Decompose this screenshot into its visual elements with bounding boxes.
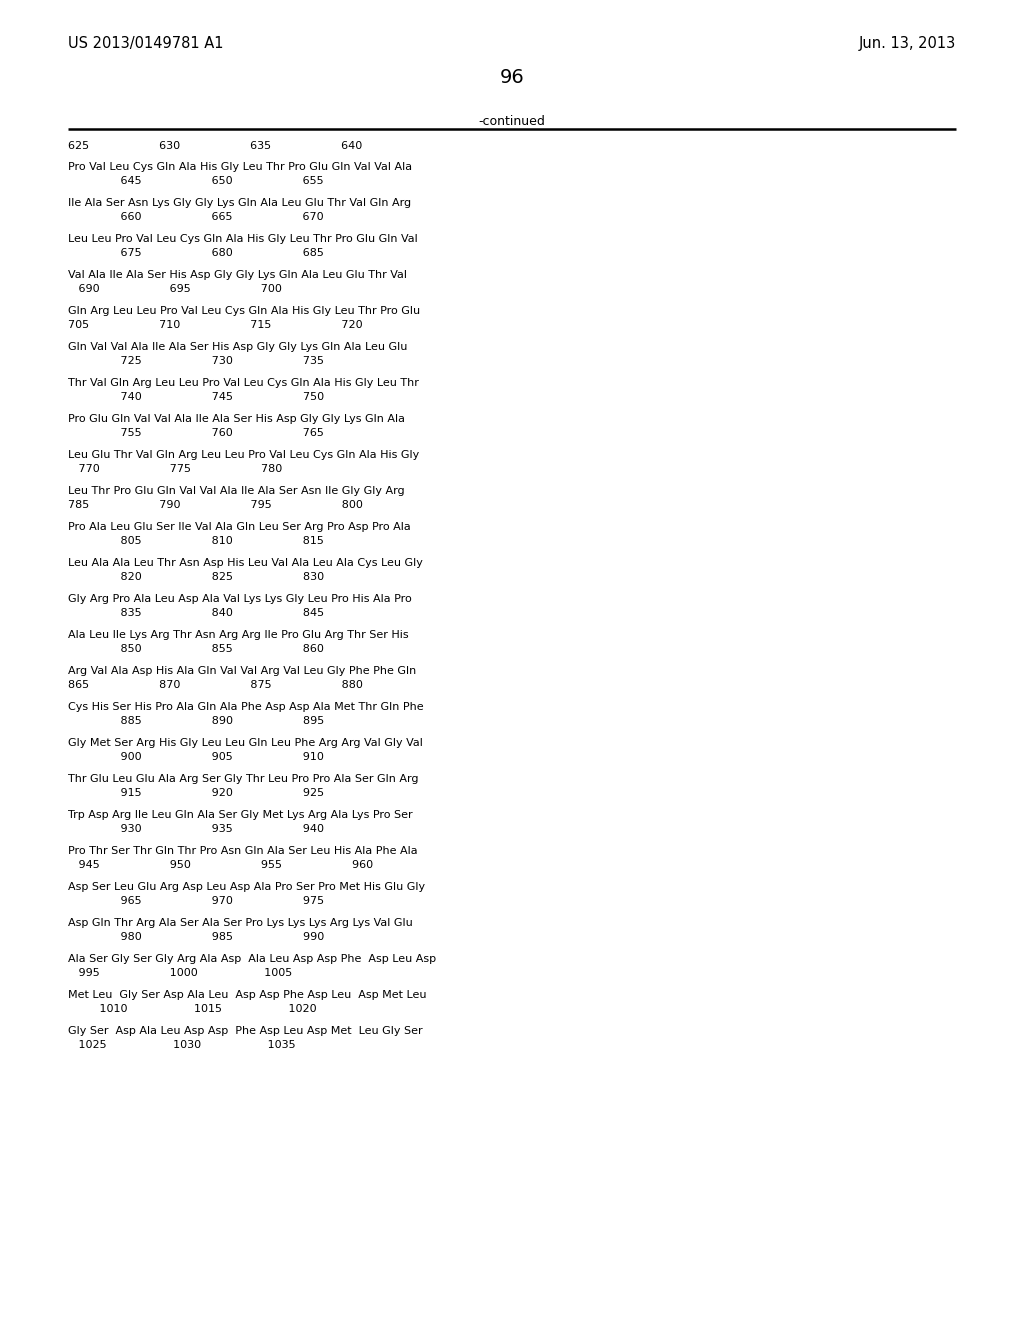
Text: Ala Leu Ile Lys Arg Thr Asn Arg Arg Ile Pro Glu Arg Thr Ser His: Ala Leu Ile Lys Arg Thr Asn Arg Arg Ile … [68,630,409,639]
Text: 725                    730                    735: 725 730 735 [68,356,324,366]
Text: 625                    630                    635                    640: 625 630 635 640 [68,141,362,150]
Text: Leu Glu Thr Val Gln Arg Leu Leu Pro Val Leu Cys Gln Ala His Gly: Leu Glu Thr Val Gln Arg Leu Leu Pro Val … [68,450,419,459]
Text: 785                    790                    795                    800: 785 790 795 800 [68,500,362,510]
Text: Met Leu  Gly Ser Asp Ala Leu  Asp Asp Phe Asp Leu  Asp Met Leu: Met Leu Gly Ser Asp Ala Leu Asp Asp Phe … [68,990,427,999]
Text: Pro Ala Leu Glu Ser Ile Val Ala Gln Leu Ser Arg Pro Asp Pro Ala: Pro Ala Leu Glu Ser Ile Val Ala Gln Leu … [68,521,411,532]
Text: Gly Ser  Asp Ala Leu Asp Asp  Phe Asp Leu Asp Met  Leu Gly Ser: Gly Ser Asp Ala Leu Asp Asp Phe Asp Leu … [68,1026,423,1035]
Text: 770                    775                    780: 770 775 780 [68,465,283,474]
Text: 660                    665                    670: 660 665 670 [68,213,324,222]
Text: Jun. 13, 2013: Jun. 13, 2013 [859,36,956,51]
Text: 690                    695                    700: 690 695 700 [68,284,282,294]
Text: Pro Thr Ser Thr Gln Thr Pro Asn Gln Ala Ser Leu His Ala Phe Ala: Pro Thr Ser Thr Gln Thr Pro Asn Gln Ala … [68,846,418,855]
Text: Asp Gln Thr Arg Ala Ser Ala Ser Pro Lys Lys Lys Arg Lys Val Glu: Asp Gln Thr Arg Ala Ser Ala Ser Pro Lys … [68,917,413,928]
Text: Pro Val Leu Cys Gln Ala His Gly Leu Thr Pro Glu Gln Val Val Ala: Pro Val Leu Cys Gln Ala His Gly Leu Thr … [68,161,412,172]
Text: Thr Val Gln Arg Leu Leu Pro Val Leu Cys Gln Ala His Gly Leu Thr: Thr Val Gln Arg Leu Leu Pro Val Leu Cys … [68,378,419,388]
Text: 1010                   1015                   1020: 1010 1015 1020 [68,1005,316,1014]
Text: 900                    905                    910: 900 905 910 [68,752,324,762]
Text: 645                    650                    655: 645 650 655 [68,176,324,186]
Text: Thr Glu Leu Glu Ala Arg Ser Gly Thr Leu Pro Pro Ala Ser Gln Arg: Thr Glu Leu Glu Ala Arg Ser Gly Thr Leu … [68,774,419,784]
Text: 675                    680                    685: 675 680 685 [68,248,324,257]
Text: 820                    825                    830: 820 825 830 [68,572,325,582]
Text: Val Ala Ile Ala Ser His Asp Gly Gly Lys Gln Ala Leu Glu Thr Val: Val Ala Ile Ala Ser His Asp Gly Gly Lys … [68,269,407,280]
Text: 1025                   1030                   1035: 1025 1030 1035 [68,1040,296,1049]
Text: Ile Ala Ser Asn Lys Gly Gly Lys Gln Ala Leu Glu Thr Val Gln Arg: Ile Ala Ser Asn Lys Gly Gly Lys Gln Ala … [68,198,411,207]
Text: 915                    920                    925: 915 920 925 [68,788,325,799]
Text: 740                    745                    750: 740 745 750 [68,392,325,403]
Text: Cys His Ser His Pro Ala Gln Ala Phe Asp Asp Ala Met Thr Gln Phe: Cys His Ser His Pro Ala Gln Ala Phe Asp … [68,701,424,711]
Text: 930                    935                    940: 930 935 940 [68,824,324,834]
Text: 835                    840                    845: 835 840 845 [68,609,325,618]
Text: Pro Glu Gln Val Val Ala Ile Ala Ser His Asp Gly Gly Lys Gln Ala: Pro Glu Gln Val Val Ala Ile Ala Ser His … [68,413,406,424]
Text: 995                    1000                   1005: 995 1000 1005 [68,968,292,978]
Text: Asp Ser Leu Glu Arg Asp Leu Asp Ala Pro Ser Pro Met His Glu Gly: Asp Ser Leu Glu Arg Asp Leu Asp Ala Pro … [68,882,425,891]
Text: 850                    855                    860: 850 855 860 [68,644,324,653]
Text: Trp Asp Arg Ile Leu Gln Ala Ser Gly Met Lys Arg Ala Lys Pro Ser: Trp Asp Arg Ile Leu Gln Ala Ser Gly Met … [68,809,413,820]
Text: -continued: -continued [478,115,546,128]
Text: Gln Val Val Ala Ile Ala Ser His Asp Gly Gly Lys Gln Ala Leu Glu: Gln Val Val Ala Ile Ala Ser His Asp Gly … [68,342,408,351]
Text: Gln Arg Leu Leu Pro Val Leu Cys Gln Ala His Gly Leu Thr Pro Glu: Gln Arg Leu Leu Pro Val Leu Cys Gln Ala … [68,305,420,315]
Text: Leu Leu Pro Val Leu Cys Gln Ala His Gly Leu Thr Pro Glu Gln Val: Leu Leu Pro Val Leu Cys Gln Ala His Gly … [68,234,418,243]
Text: 965                    970                    975: 965 970 975 [68,896,325,906]
Text: Ala Ser Gly Ser Gly Arg Ala Asp  Ala Leu Asp Asp Phe  Asp Leu Asp: Ala Ser Gly Ser Gly Arg Ala Asp Ala Leu … [68,953,436,964]
Text: US 2013/0149781 A1: US 2013/0149781 A1 [68,36,223,51]
Text: 980                    985                    990: 980 985 990 [68,932,325,942]
Text: 96: 96 [500,69,524,87]
Text: 705                    710                    715                    720: 705 710 715 720 [68,319,362,330]
Text: 805                    810                    815: 805 810 815 [68,536,324,546]
Text: 945                    950                    955                    960: 945 950 955 960 [68,861,373,870]
Text: Leu Ala Ala Leu Thr Asn Asp His Leu Val Ala Leu Ala Cys Leu Gly: Leu Ala Ala Leu Thr Asn Asp His Leu Val … [68,557,423,568]
Text: Arg Val Ala Asp His Ala Gln Val Val Arg Val Leu Gly Phe Phe Gln: Arg Val Ala Asp His Ala Gln Val Val Arg … [68,665,416,676]
Text: Gly Arg Pro Ala Leu Asp Ala Val Lys Lys Gly Leu Pro His Ala Pro: Gly Arg Pro Ala Leu Asp Ala Val Lys Lys … [68,594,412,603]
Text: 885                    890                    895: 885 890 895 [68,715,325,726]
Text: 865                    870                    875                    880: 865 870 875 880 [68,680,362,690]
Text: 755                    760                    765: 755 760 765 [68,428,324,438]
Text: Leu Thr Pro Glu Gln Val Val Ala Ile Ala Ser Asn Ile Gly Gly Arg: Leu Thr Pro Glu Gln Val Val Ala Ile Ala … [68,486,404,495]
Text: Gly Met Ser Arg His Gly Leu Leu Gln Leu Phe Arg Arg Val Gly Val: Gly Met Ser Arg His Gly Leu Leu Gln Leu … [68,738,423,747]
